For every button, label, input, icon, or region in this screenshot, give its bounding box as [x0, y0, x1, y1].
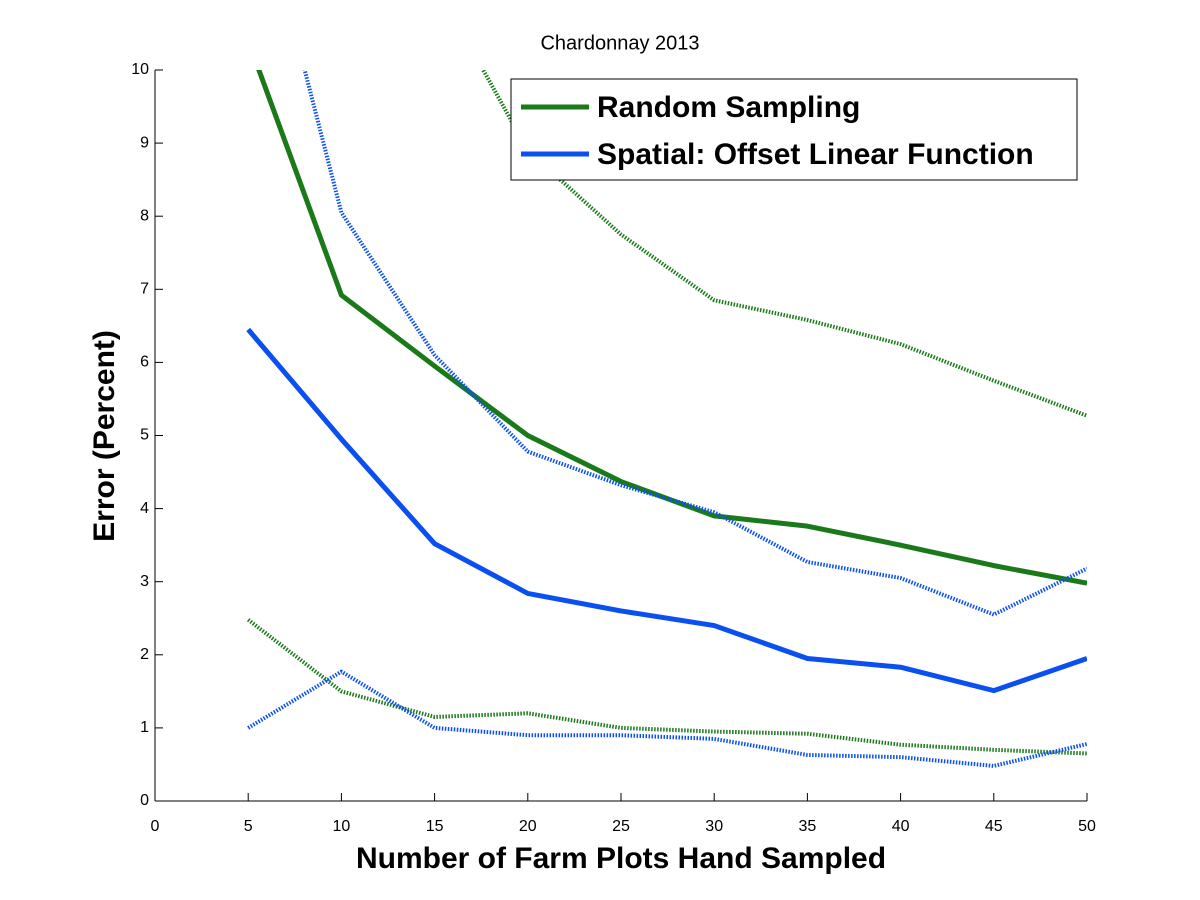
x-tick-label: 20 — [519, 818, 537, 835]
legend-box — [510, 78, 1078, 181]
bound-line — [480, 70, 1087, 418]
y-tick-label: 8 — [140, 207, 149, 224]
x-axis-title: Number of Farm Plots Hand Sampled — [356, 842, 886, 875]
x-tick-label: 40 — [892, 818, 910, 835]
y-tick-label: 1 — [140, 719, 149, 736]
chart-title: Chardonnay 2013 — [540, 32, 699, 54]
y-tick-label: 0 — [140, 792, 149, 809]
x-tick-label: 35 — [799, 818, 817, 835]
x-tick-label: 10 — [333, 818, 351, 835]
y-tick-label: 7 — [140, 281, 149, 298]
y-tick-label: 3 — [140, 573, 149, 590]
y-tick-label: 4 — [140, 500, 149, 517]
x-tick-label: 30 — [705, 818, 723, 835]
x-tick-label: 5 — [244, 818, 253, 835]
y-tick-label: 9 — [140, 134, 149, 151]
y-axis-title: Error (Percent) — [88, 330, 121, 542]
legend-label: Random Sampling — [597, 91, 860, 124]
x-tick-label: 15 — [426, 818, 444, 835]
bound-line — [247, 669, 1087, 768]
y-tick-label: 5 — [140, 427, 149, 444]
x-tick-label: 0 — [151, 818, 160, 835]
bound-line — [302, 70, 1087, 617]
x-tick-label: 45 — [985, 818, 1003, 835]
y-tick-label: 6 — [140, 354, 149, 371]
legend-label: Spatial: Offset Linear Function — [597, 138, 1034, 171]
y-tick-label: 10 — [131, 61, 149, 78]
series-line — [246, 327, 1087, 694]
x-tick-label: 25 — [612, 818, 630, 835]
bound-line — [246, 618, 1087, 756]
x-tick-label: 50 — [1078, 818, 1096, 835]
plot-area — [246, 70, 1087, 768]
y-tick-label: 2 — [140, 646, 149, 663]
